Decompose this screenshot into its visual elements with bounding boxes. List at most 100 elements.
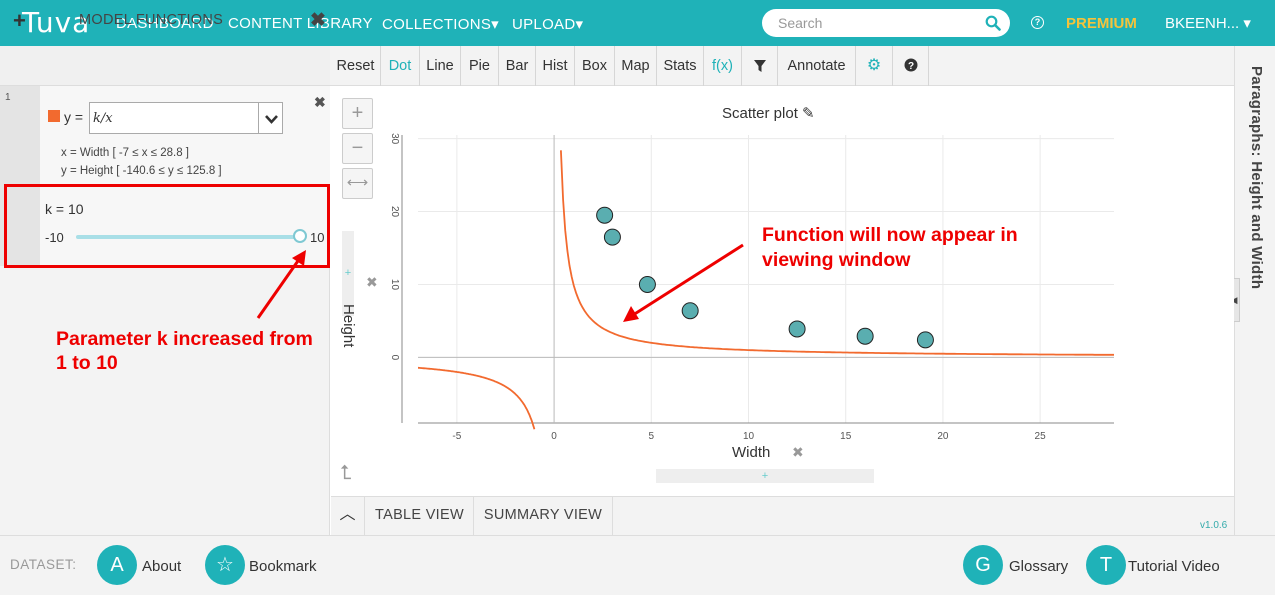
x-domain-text: x = Width [ -7 ≤ x ≤ 28.8 ] [61, 147, 189, 159]
y-tick-label: 30 [389, 133, 400, 145]
graph-toolbar [330, 46, 1234, 86]
zoom-in-button[interactable]: + [342, 98, 373, 129]
function-color-swatch[interactable] [48, 110, 60, 122]
pie-button[interactable]: Pie [461, 46, 499, 86]
x-tick-label: -5 [452, 431, 461, 442]
annotate-button[interactable]: Annotate [778, 46, 856, 86]
fx-button[interactable]: f(x) [704, 46, 742, 86]
annotation-arrow-right [623, 243, 744, 322]
nav-collections[interactable]: COLLECTIONS▾ [382, 16, 499, 33]
chevron-down-icon [265, 115, 278, 124]
axis-swap-icon[interactable]: ⮤ [340, 462, 352, 484]
add-function-icon[interactable]: + [13, 8, 26, 33]
question-circle-icon: ? [904, 58, 917, 72]
scatter-plot[interactable]: -5 0 5 10 15 20 25 0 10 20 30 [331, 87, 1234, 495]
reset-button[interactable]: Reset [331, 46, 381, 86]
box-button[interactable]: Box [575, 46, 615, 86]
bar-button[interactable]: Bar [499, 46, 536, 86]
premium-link[interactable]: PREMIUM [1066, 15, 1137, 32]
parameter-highlight-box [4, 184, 330, 268]
y-domain-text: y = Height [ -140.6 ≤ y ≤ 125.8 ] [61, 165, 222, 177]
graph-area [331, 87, 1234, 495]
tuva-logo[interactable]: Tuva [22, 6, 91, 39]
data-point [856, 327, 874, 345]
remove-x-attribute-icon[interactable]: ✖ [792, 444, 804, 460]
y-axis-label[interactable]: Height [340, 304, 357, 348]
tab-summary-view[interactable]: SUMMARY VIEW [474, 496, 613, 535]
about-circle-icon[interactable]: A [97, 545, 137, 585]
data-point [603, 228, 621, 246]
function-annotation: Function will now appear in viewing wind… [762, 224, 1018, 271]
x-tick-label: 20 [937, 431, 949, 442]
data-point [916, 331, 934, 349]
rescale-button[interactable]: ⟷ [342, 168, 373, 199]
data-point [681, 302, 699, 320]
y-tick-label: 0 [389, 355, 400, 361]
search-icon[interactable] [985, 15, 1001, 31]
zoom-out-button[interactable]: − [342, 133, 373, 164]
tutorial-circle-icon[interactable]: T [1086, 545, 1126, 585]
line-button[interactable]: Line [420, 46, 461, 86]
x-tick-label: 15 [840, 431, 852, 442]
hist-button[interactable]: Hist [536, 46, 575, 86]
function-curve-negative-branch [418, 366, 536, 430]
nav-dashboard[interactable]: DASHBOARD [116, 15, 214, 32]
glossary-circle-icon[interactable]: G [963, 545, 1003, 585]
y-tick-label: 10 [389, 279, 400, 291]
x-tick-label: 5 [649, 431, 655, 442]
pencil-icon[interactable]: ✎ [802, 105, 815, 122]
svg-text:?: ? [907, 61, 913, 72]
paragraphs-panel-title[interactable]: Paragraphs: Height and Width [1248, 66, 1265, 290]
search-input[interactable] [778, 15, 978, 31]
slider-max-label: 10 [310, 230, 325, 245]
y-axis-add-drop-zone[interactable]: + [342, 231, 354, 316]
x-tick-label: 0 [551, 431, 557, 442]
about-button[interactable]: About [142, 558, 182, 575]
function-curve-positive-branch [560, 150, 1114, 356]
user-menu[interactable]: BKEENH... ▾ [1165, 15, 1251, 32]
data-point [788, 320, 806, 338]
parameter-slider-track[interactable] [76, 235, 300, 239]
filter-button[interactable] [742, 46, 778, 86]
version-label: v1.0.6 [1200, 520, 1228, 531]
remove-y-attribute-icon[interactable]: ✖ [366, 274, 378, 290]
search-box [762, 9, 1010, 37]
x-axis-add-drop-zone[interactable]: + [656, 469, 874, 483]
close-panel-icon[interactable]: ✖ [310, 10, 326, 31]
stats-button[interactable]: Stats [657, 46, 704, 86]
function-y-label: y = [64, 109, 84, 125]
function-input[interactable]: k/x [89, 102, 259, 134]
filter-icon [753, 60, 766, 72]
parameter-k-label: k = 10 [45, 201, 84, 217]
remove-function-icon[interactable]: ✖ [314, 94, 326, 110]
nav-content-library[interactable]: CONTENT LIBRARY [228, 15, 373, 32]
x-tick-label: 25 [1035, 431, 1047, 442]
toolbar-help-button[interactable]: ? [893, 46, 929, 86]
plot-title[interactable]: Scatter plot ✎ [722, 105, 815, 122]
parameter-slider-thumb[interactable] [293, 229, 307, 243]
parameter-annotation: Parameter k increased from 1 to 10 [56, 328, 313, 374]
tutorial-video-button[interactable]: Tutorial Video [1128, 558, 1220, 575]
dataset-label: DATASET: [10, 557, 77, 572]
nav-upload[interactable]: UPLOAD▾ [512, 16, 584, 33]
dot-button[interactable]: Dot [381, 46, 420, 86]
function-expression: k/x [93, 111, 113, 126]
footer-bar [0, 535, 1275, 595]
map-button[interactable]: Map [615, 46, 657, 86]
data-point [596, 206, 614, 224]
y-tick-label: 20 [389, 206, 400, 218]
tab-table-view[interactable]: TABLE VIEW [366, 496, 474, 535]
panel-header [0, 46, 330, 86]
data-point [638, 275, 656, 293]
bookmark-button[interactable]: Bookmark [249, 558, 317, 575]
gear-icon[interactable]: ⚙ [856, 46, 893, 86]
views-tab-bar [331, 496, 1234, 535]
function-dropdown-button[interactable] [258, 102, 283, 134]
x-tick-label: 10 [743, 431, 755, 442]
x-axis-label[interactable]: Width [732, 444, 771, 461]
glossary-button[interactable]: Glossary [1009, 558, 1069, 575]
help-icon[interactable]: ? [1031, 16, 1044, 29]
top-navbar: Tuva DASHBOARD CONTENT LIBRARY COLLECTIO… [0, 0, 1275, 46]
bookmark-star-icon[interactable]: ☆ [205, 545, 245, 585]
toggle-views-chevron-up-icon[interactable]: ︿ [331, 496, 365, 535]
